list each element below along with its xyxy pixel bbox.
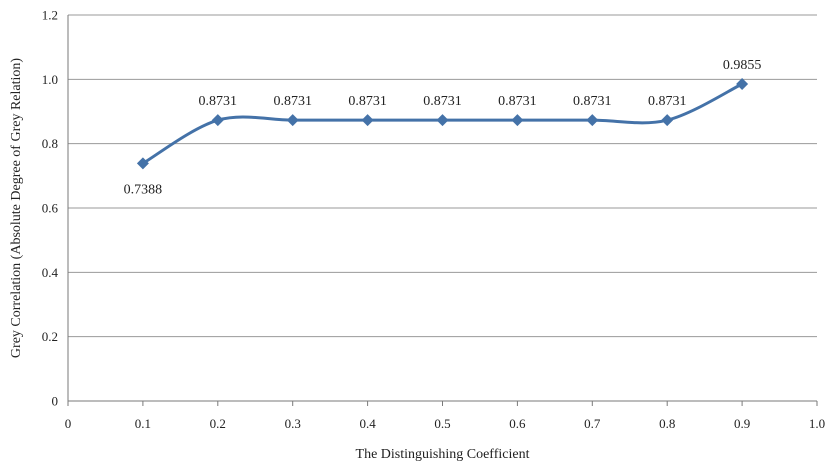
- data-label: 0.8731: [199, 94, 238, 109]
- x-tick-label: 0.5: [434, 416, 450, 431]
- x-tick-label: 0.9: [734, 416, 750, 431]
- y-tick-labels: 0 0.2 0.4 0.6 0.8 1.0 1.2: [42, 8, 59, 409]
- data-point-marker: [511, 114, 524, 127]
- x-tick-label: 0.8: [659, 416, 675, 431]
- data-label: 0.9855: [723, 58, 762, 73]
- data-point-marker: [436, 114, 449, 127]
- data-point-marker: [361, 114, 374, 127]
- x-tick-labels: 0 0.1 0.2 0.3 0.4 0.5 0.6 0.7 0.8 0.9 1.0: [65, 416, 825, 431]
- y-tick-label: 0.6: [42, 201, 59, 216]
- data-label: 0.8731: [573, 94, 612, 109]
- axes: [67, 15, 818, 406]
- data-label: 0.8731: [498, 94, 537, 109]
- x-tick-label: 0.1: [135, 416, 151, 431]
- y-tick-label: 0.2: [42, 329, 58, 344]
- data-label: 0.8731: [423, 94, 462, 109]
- x-tick-label: 0.2: [210, 416, 226, 431]
- data-point-marker: [586, 114, 599, 127]
- x-tick-label: 0.6: [509, 416, 526, 431]
- y-tick-label: 0.4: [42, 265, 59, 280]
- x-tick-label: 0.3: [285, 416, 301, 431]
- data-label: 0.7388: [124, 182, 163, 197]
- data-point-marker: [661, 114, 674, 127]
- data-point-marker: [286, 114, 299, 127]
- x-tick-label: 0: [65, 416, 72, 431]
- x-axis-title: The Distinguishing Coefficient: [356, 447, 530, 462]
- y-tick-label: 0.8: [42, 136, 58, 151]
- gridlines: [68, 14, 817, 338]
- y-tick-label: 0: [52, 394, 59, 409]
- x-tick-label: 1.0: [809, 416, 825, 431]
- data-point-marker: [136, 157, 149, 170]
- x-tick-label: 0.7: [584, 416, 601, 431]
- data-point-marker: [211, 114, 224, 127]
- y-axis-title: Grey Correlation (Absolute Degree of Gre…: [9, 58, 24, 358]
- y-tick-label: 1.0: [42, 72, 58, 87]
- data-label: 0.8731: [348, 94, 387, 109]
- data-label: 0.8731: [648, 94, 687, 109]
- y-tick-label: 1.2: [42, 8, 58, 23]
- x-tick-label: 0.4: [359, 416, 376, 431]
- data-points: [136, 77, 749, 170]
- data-label: 0.8731: [273, 94, 312, 109]
- data-point-marker: [736, 77, 749, 90]
- data-labels: 0.7388 0.8731 0.8731 0.8731 0.8731 0.8731 0.87…: [124, 58, 762, 197]
